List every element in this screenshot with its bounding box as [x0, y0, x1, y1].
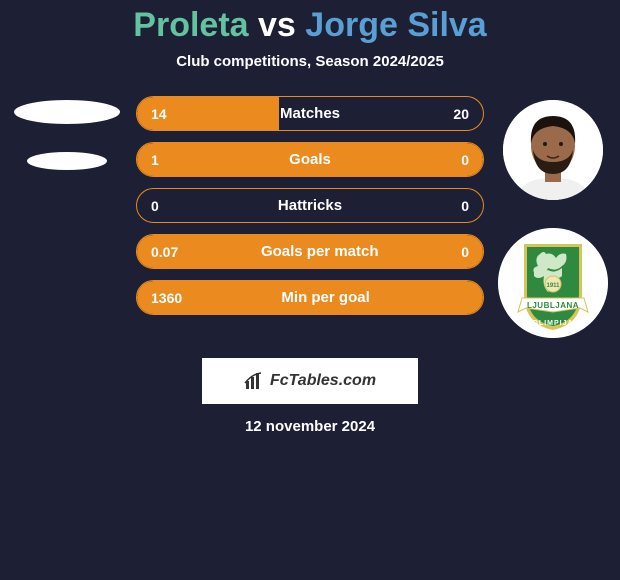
middle-section: 14 Matches 20 1 Goals 0 0 Hattricks 0 0.07 Goals p… — [0, 96, 620, 338]
stat-right-value: 0 — [461, 152, 469, 168]
club-logo-placeholder-left — [27, 152, 107, 170]
stat-row: 1360 Min per goal — [136, 280, 484, 315]
title-left: Proleta — [133, 6, 248, 44]
right-column: 1911 LJUBLJANA OLIMPIJA — [498, 96, 608, 338]
title-right: Jorge Silva — [305, 6, 486, 44]
stat-row: 0 Hattricks 0 — [136, 188, 484, 223]
stats-column: 14 Matches 20 1 Goals 0 0 Hattricks 0 0.07 Goals p… — [136, 96, 484, 315]
player-avatar-placeholder-left — [14, 100, 120, 124]
subtitle: Club competitions, Season 2024/2025 — [0, 53, 620, 70]
left-column — [12, 96, 122, 170]
comparison-card: Proleta vs Jorge Silva Club competitions… — [0, 0, 620, 580]
stat-label: Min per goal — [281, 289, 369, 306]
stat-label: Goals — [289, 151, 331, 168]
fctables-label: FcTables.com — [270, 372, 376, 390]
svg-text:OLIMPIJA: OLIMPIJA — [532, 320, 573, 327]
club-logo-right: 1911 LJUBLJANA OLIMPIJA — [498, 228, 608, 338]
stat-right-value: 0 — [461, 198, 469, 214]
stat-left-value: 1360 — [151, 290, 182, 306]
club-crest-icon: 1911 LJUBLJANA OLIMPIJA — [498, 228, 608, 338]
page-title: Proleta vs Jorge Silva — [0, 6, 620, 45]
stat-label: Matches — [280, 105, 340, 122]
svg-text:1911: 1911 — [546, 283, 560, 289]
date-line: 12 november 2024 — [0, 418, 620, 435]
title-vs: vs — [258, 6, 296, 44]
stat-row: 0.07 Goals per match 0 — [136, 234, 484, 269]
stat-left-value: 0.07 — [151, 244, 178, 260]
stat-row: 14 Matches 20 — [136, 96, 484, 131]
svg-text:LJUBLJANA: LJUBLJANA — [527, 301, 579, 310]
stat-left-value: 1 — [151, 152, 159, 168]
stat-row: 1 Goals 0 — [136, 142, 484, 177]
fctables-badge: FcTables.com — [202, 358, 418, 404]
chart-icon — [244, 371, 264, 391]
player-avatar-right — [503, 100, 603, 200]
stat-left-value: 14 — [151, 106, 167, 122]
stat-right-value: 0 — [461, 244, 469, 260]
player-face-icon — [503, 100, 603, 200]
stat-left-value: 0 — [151, 198, 159, 214]
stat-right-value: 20 — [453, 106, 469, 122]
stat-label: Goals per match — [261, 243, 379, 260]
stat-label: Hattricks — [278, 197, 342, 214]
